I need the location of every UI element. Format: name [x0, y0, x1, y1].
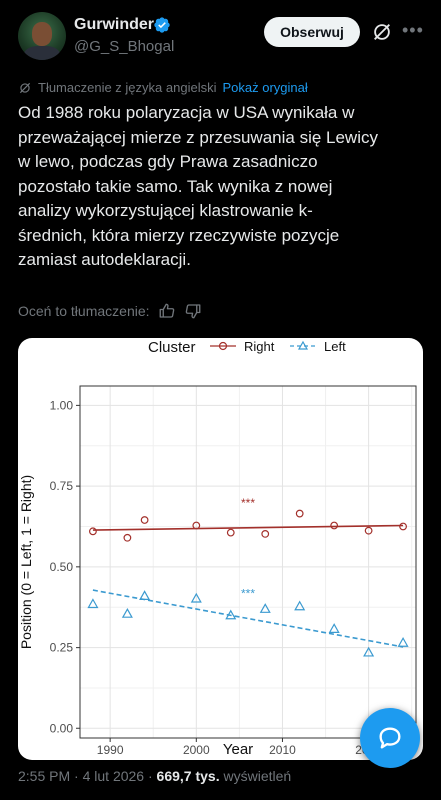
significance-annotation: ***: [241, 587, 255, 601]
data-point: [363, 646, 375, 657]
x-tick-label: 1990: [97, 743, 124, 757]
data-point: [261, 530, 270, 538]
view-count: 669,7 tys.: [156, 768, 220, 784]
significance-annotation: ***: [241, 496, 255, 510]
grok-icon[interactable]: [371, 21, 393, 43]
verified-badge-icon: [154, 17, 170, 33]
follow-button[interactable]: Obserwuj: [264, 17, 360, 47]
tweet-line: Od 1988 roku polaryzacja w USA wynikała …: [18, 103, 355, 122]
tweet-time[interactable]: 2:55 PM: [18, 768, 71, 784]
separator: ·: [147, 768, 153, 784]
y-tick-label: 0.75: [50, 479, 74, 493]
avatar[interactable]: [18, 12, 66, 60]
x-tick-label: 2000: [183, 743, 210, 757]
data-point: [139, 590, 151, 601]
tweet-line: analizy wykorzystującej klastrowanie k-: [18, 201, 313, 220]
tweet-line: w lewo, podczas gdy Prawa zasadniczo: [18, 152, 318, 171]
separator: ·: [74, 768, 79, 784]
data-point: [121, 607, 133, 618]
new-message-button[interactable]: [360, 708, 420, 768]
tweet-line: pozostało takie samo. Tak wynika z nowej: [18, 176, 333, 196]
y-axis-label: Position (0 = Left, 1 = Right): [18, 475, 34, 649]
data-point: [123, 533, 132, 542]
data-point: [330, 521, 339, 530]
data-point: [399, 522, 407, 531]
x-tick-label: 2010: [269, 743, 296, 757]
y-tick-label: 1.00: [50, 398, 74, 412]
data-point: [140, 516, 149, 524]
tweet-header: Gurwinder @G_S_Bhogal Obserwuj •••: [0, 0, 441, 80]
rate-label: Oceń to tłumaczenie:: [18, 303, 150, 319]
data-point: [192, 521, 201, 530]
legend-label: Right: [244, 339, 275, 354]
y-tick-label: 0.25: [50, 641, 74, 655]
tweet-text: Od 1988 roku polaryzacja w USA wynikała …: [18, 101, 423, 273]
data-point: [190, 592, 202, 603]
chart-svg: 0.000.250.500.751.001990200020102020Year…: [18, 339, 417, 758]
author-handle[interactable]: @G_S_Bhogal: [74, 38, 175, 55]
show-original-link[interactable]: Pokaż oryginał: [222, 80, 308, 95]
translate-icon: [19, 82, 31, 93]
views-label: wyświetleń: [223, 768, 292, 784]
data-point: [259, 603, 271, 613]
translation-notice: Tłumaczenie z języka angielski Pokaż ory…: [18, 80, 308, 95]
legend-label: Left: [324, 339, 346, 354]
plot-border: [79, 385, 417, 739]
y-tick-label: 0.00: [50, 721, 74, 735]
data-point: [328, 623, 340, 633]
tweet-line: średnich, która mierzy rzeczywiste pozyc…: [18, 225, 340, 245]
tweet-meta: 2:55 PM · 4 lut 2026 · 669,7 tys. wyświe…: [18, 768, 291, 784]
y-tick-label: 0.50: [50, 560, 74, 574]
data-point: [295, 509, 304, 518]
data-point: [225, 609, 237, 620]
data-point: [87, 598, 99, 609]
legend-marker: [297, 340, 309, 350]
legend-title: Cluster: [148, 339, 196, 356]
data-point: [294, 600, 306, 611]
translation-note: Tłumaczenie z języka angielski: [38, 80, 217, 95]
more-options-icon[interactable]: •••: [402, 20, 424, 40]
tweet-line: zamiast autodeklaracji.: [18, 250, 191, 269]
x-axis-label: Year: [223, 741, 253, 758]
tweet-line: przeważającej mierze z przesuwania się L…: [18, 127, 378, 147]
chart-image[interactable]: 0.000.250.500.751.001990200020102020Year…: [18, 338, 423, 760]
thumbs-up-icon[interactable]: [158, 302, 176, 320]
tweet-date[interactable]: 4 lut 2026: [82, 768, 145, 784]
data-point: [226, 528, 235, 537]
plot-panel: [79, 385, 417, 739]
data-point: [397, 637, 409, 647]
data-point: [364, 526, 373, 535]
data-point: [89, 527, 97, 536]
trend-line: [92, 524, 404, 531]
legend-marker: [218, 341, 228, 351]
author-name[interactable]: Gurwinder: [74, 16, 155, 33]
chat-bubble-icon: [379, 727, 401, 749]
rate-translation: Oceń to tłumaczenie:: [18, 302, 202, 320]
thumbs-down-icon[interactable]: [184, 302, 202, 320]
